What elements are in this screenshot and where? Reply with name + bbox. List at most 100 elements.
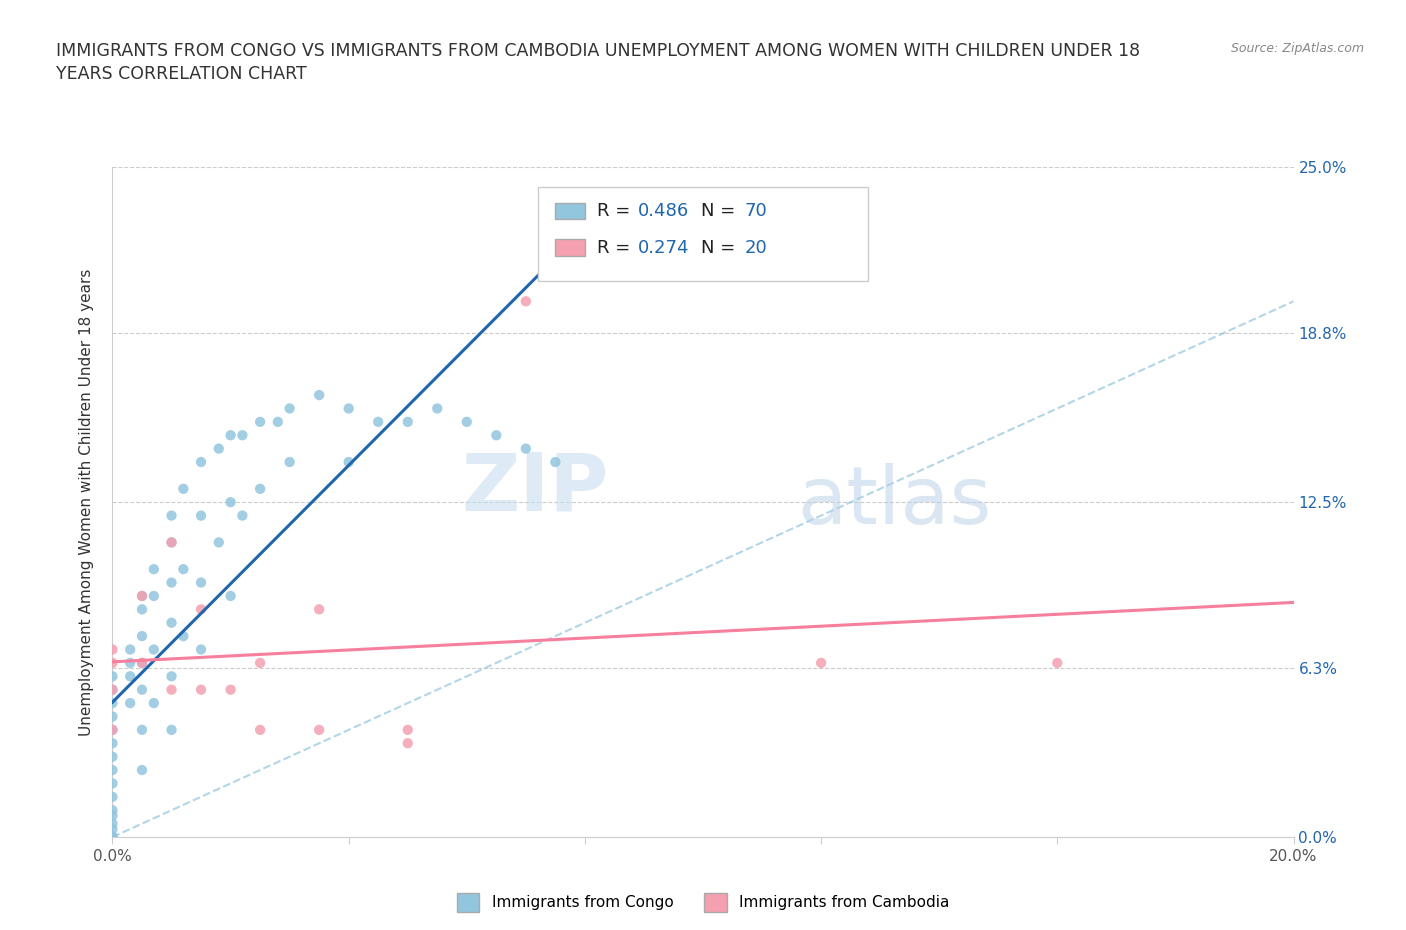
Point (131, 589, 153, 604)
Point (219, 683, 242, 698)
Point (101, 723, 124, 737)
Point (396, 736, 419, 751)
Point (208, 441, 231, 456)
Point (101, 683, 124, 698)
Text: atlas: atlas (797, 463, 991, 541)
Point (142, 589, 165, 604)
Point (101, 642, 124, 657)
Point (101, 830, 124, 844)
Text: N =: N = (700, 202, 741, 219)
Point (367, 415, 389, 430)
Point (142, 562, 165, 577)
Point (101, 669, 124, 684)
Point (396, 415, 419, 430)
Point (190, 642, 212, 657)
Point (190, 455, 212, 470)
Point (160, 535, 183, 550)
Point (101, 808, 124, 823)
Point (101, 830, 124, 844)
Point (101, 803, 124, 817)
Point (426, 401, 449, 416)
Point (810, 656, 832, 671)
Point (101, 821, 124, 836)
Point (120, 669, 142, 684)
Y-axis label: Unemployment Among Women with Children Under 18 years: Unemployment Among Women with Children U… (79, 269, 94, 736)
Point (308, 602, 330, 617)
Point (120, 642, 142, 657)
Point (219, 428, 242, 443)
Point (231, 428, 253, 443)
Legend: Immigrants from Congo, Immigrants from Cambodia: Immigrants from Congo, Immigrants from C… (450, 887, 956, 918)
Point (101, 709, 124, 724)
Point (160, 669, 183, 684)
Text: ZIP: ZIP (461, 450, 609, 528)
Point (160, 508, 183, 523)
Point (190, 602, 212, 617)
Point (101, 830, 124, 844)
Point (308, 388, 330, 403)
Point (131, 763, 153, 777)
Point (544, 455, 567, 470)
Point (101, 830, 124, 844)
Point (231, 508, 253, 523)
Text: 0.486: 0.486 (638, 202, 689, 219)
Point (101, 790, 124, 804)
Point (1046, 656, 1069, 671)
Bar (555, 239, 585, 256)
Point (337, 401, 360, 416)
Point (131, 723, 153, 737)
Point (131, 589, 153, 604)
Point (308, 723, 330, 737)
Text: 0.274: 0.274 (638, 239, 689, 257)
Point (101, 830, 124, 844)
Point (101, 656, 124, 671)
Point (120, 656, 142, 671)
Point (278, 455, 301, 470)
Point (131, 629, 153, 644)
Point (142, 696, 165, 711)
Point (190, 508, 212, 523)
Point (101, 683, 124, 698)
Point (160, 616, 183, 631)
Point (190, 683, 212, 698)
Point (101, 763, 124, 777)
Point (172, 562, 194, 577)
Text: Source: ZipAtlas.com: Source: ZipAtlas.com (1230, 42, 1364, 55)
Text: N =: N = (700, 239, 741, 257)
Point (101, 723, 124, 737)
Point (101, 736, 124, 751)
Point (142, 642, 165, 657)
Point (485, 428, 508, 443)
Point (160, 723, 183, 737)
Point (131, 683, 153, 698)
Text: R =: R = (596, 239, 636, 257)
Point (219, 495, 242, 510)
Point (396, 723, 419, 737)
Bar (555, 203, 585, 219)
Text: YEARS CORRELATION CHART: YEARS CORRELATION CHART (56, 65, 307, 83)
Point (160, 575, 183, 590)
Point (172, 482, 194, 497)
Point (101, 817, 124, 831)
Point (160, 683, 183, 698)
Point (131, 656, 153, 671)
Point (160, 535, 183, 550)
Point (267, 415, 290, 430)
Point (131, 656, 153, 671)
Point (131, 602, 153, 617)
Point (456, 415, 478, 430)
Point (172, 629, 194, 644)
Point (515, 441, 537, 456)
Text: 20: 20 (744, 239, 768, 257)
Point (120, 696, 142, 711)
Point (249, 656, 271, 671)
Point (101, 776, 124, 790)
Point (249, 415, 271, 430)
Point (249, 723, 271, 737)
Point (337, 455, 360, 470)
Point (249, 482, 271, 497)
Point (278, 401, 301, 416)
Text: 70: 70 (744, 202, 768, 219)
Bar (537, 188, 869, 281)
Point (208, 535, 231, 550)
